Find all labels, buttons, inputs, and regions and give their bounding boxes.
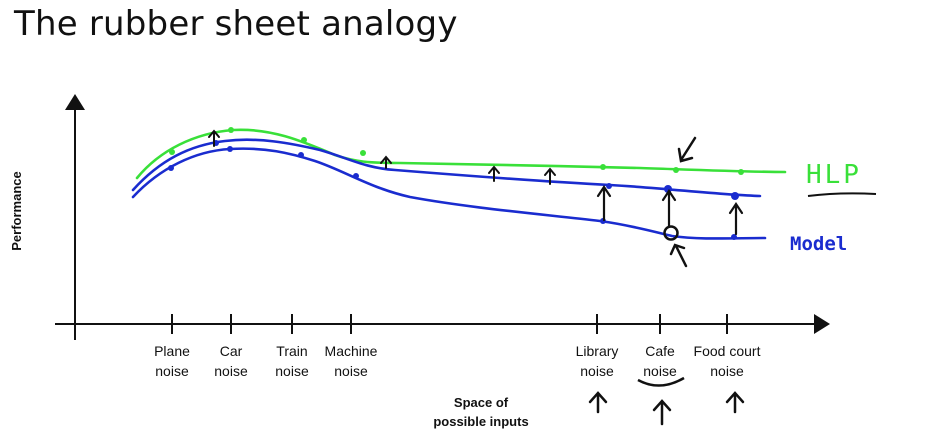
- tick-label-line1: Library: [576, 343, 619, 359]
- tick-label-line1: Cafe: [645, 343, 675, 359]
- lift-arrow: [728, 202, 744, 236]
- tick-label-line1: Food court: [694, 343, 761, 359]
- slide-title: The rubber sheet analogy: [14, 4, 458, 44]
- model-dot: [168, 165, 174, 171]
- model-dot: [731, 234, 737, 240]
- food-court-up-arrow: [725, 391, 745, 414]
- model-dot: [227, 146, 233, 152]
- cafe-circle-mark: [663, 225, 679, 241]
- model-dot: [353, 173, 359, 179]
- lift-arrow: [661, 189, 677, 228]
- library-up-arrow: [588, 391, 608, 414]
- tick-train-noise: Train noise: [275, 314, 309, 379]
- x-axis-label-line1: Space of: [454, 395, 509, 410]
- lift-arrow: [380, 155, 392, 169]
- hlp-down-arrow: [677, 136, 697, 163]
- hlp-dot: [301, 137, 307, 143]
- x-axis-label-line2: possible inputs: [433, 414, 528, 429]
- hlp-dot: [673, 167, 679, 173]
- tick-label-line2: noise: [710, 363, 744, 379]
- tick-food-court-noise: Food court noise: [694, 314, 761, 379]
- lift-arrow: [488, 165, 500, 182]
- tick-label-line2: noise: [334, 363, 368, 379]
- model-dot: [606, 183, 612, 189]
- hlp-dot: [169, 149, 175, 155]
- hlp-legend-underline: [807, 192, 877, 197]
- tick-machine-noise: Machine noise: [325, 314, 378, 379]
- hlp-dot: [738, 169, 744, 175]
- tick-label-line2: noise: [580, 363, 614, 379]
- tick-library-noise: Library noise: [576, 314, 619, 379]
- hlp-dot: [228, 127, 234, 133]
- model-dot: [298, 152, 304, 158]
- tick-label-line2: noise: [643, 363, 677, 379]
- hlp-legend-label: HLP: [806, 160, 862, 190]
- tick-cafe-noise: Cafe noise: [643, 314, 677, 379]
- lift-arrow: [208, 129, 220, 147]
- tick-label-line1: Car: [220, 343, 243, 359]
- tick-car-noise: Car noise: [214, 314, 248, 379]
- y-axis-label: Performance: [9, 171, 24, 250]
- tick-label-line2: noise: [275, 363, 309, 379]
- lift-arrow: [544, 167, 556, 185]
- tick-label-line2: noise: [214, 363, 248, 379]
- cafe-up-arrow: [652, 399, 672, 426]
- cafe-point-up-arrow: [669, 243, 688, 268]
- cafe-underline-mark: [637, 376, 685, 387]
- tick-label-line1: Plane: [154, 343, 190, 359]
- model-dot: [731, 192, 739, 200]
- hlp-dot: [600, 164, 606, 170]
- hlp-dot: [360, 150, 366, 156]
- lift-arrow: [596, 185, 612, 222]
- tick-label-line1: Machine: [325, 343, 378, 359]
- tick-plane-noise: Plane noise: [154, 314, 190, 379]
- model-legend-label: Model: [790, 233, 847, 255]
- tick-label-line2: noise: [155, 363, 189, 379]
- hlp-curve: [135, 128, 787, 180]
- tick-label-line1: Train: [276, 343, 307, 359]
